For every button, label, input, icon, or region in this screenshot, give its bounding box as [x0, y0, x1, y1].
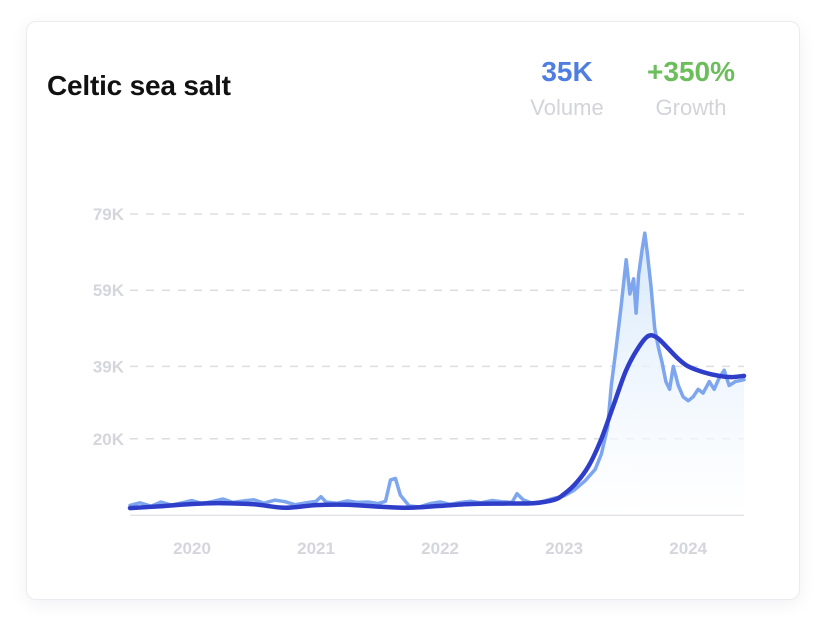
y-tick-label: 59K [93, 281, 125, 300]
growth-label: Growth [655, 95, 727, 120]
y-tick-label: 39K [93, 357, 125, 376]
growth-stat: +350% Growth [626, 56, 756, 122]
x-tick-label: 2020 [173, 539, 211, 558]
x-tick-label: 2023 [545, 539, 583, 558]
volume-value: 35K [541, 56, 593, 87]
y-tick-label: 20K [93, 430, 125, 449]
y-tick-label: 79K [93, 205, 125, 224]
x-tick-label: 2022 [421, 539, 459, 558]
volume-label: Volume [530, 95, 604, 120]
x-tick-label: 2024 [669, 539, 707, 558]
x-tick-label: 2021 [297, 539, 335, 558]
volume-series-line [128, 231, 746, 509]
volume-stat: 35K Volume [508, 56, 626, 122]
growth-value: +350% [647, 56, 735, 87]
volume-area [130, 233, 744, 515]
trend-series-line [127, 333, 747, 511]
page-title: Celtic sea salt [47, 70, 231, 101]
